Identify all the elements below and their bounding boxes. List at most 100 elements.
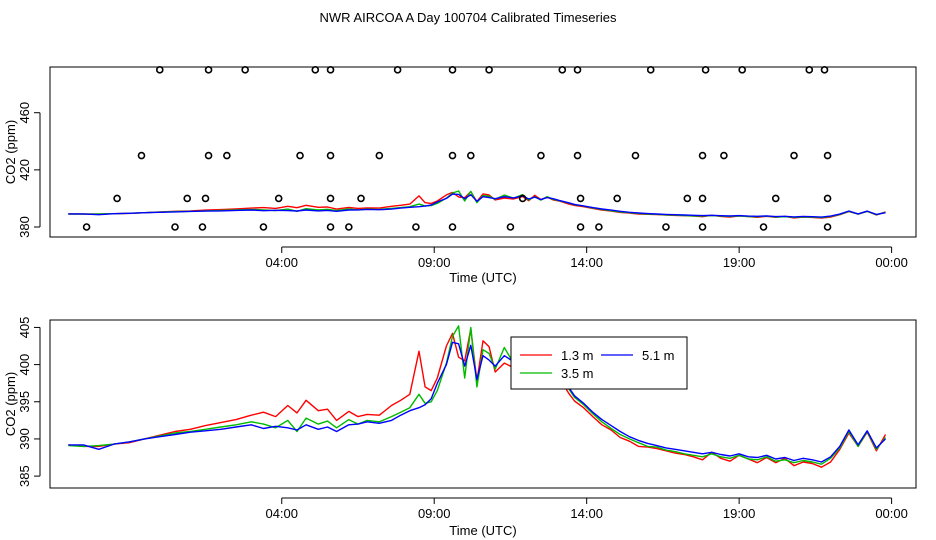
calibration-point bbox=[646, 66, 655, 74]
calibration-point bbox=[467, 151, 475, 160]
calibration-point bbox=[137, 151, 146, 160]
series-line-51m-bottom bbox=[68, 341, 886, 463]
calibration-point bbox=[204, 151, 213, 160]
calibration-point bbox=[823, 223, 832, 231]
calibration-point bbox=[198, 223, 207, 231]
x-tick-label-bottom: 09:00 bbox=[418, 506, 451, 521]
calibration-point bbox=[326, 151, 335, 160]
x-tick-label-top: 00:00 bbox=[875, 255, 908, 270]
calibration-point bbox=[823, 151, 832, 160]
calibration-point bbox=[357, 194, 365, 203]
y-tick-label-bottom: 400 bbox=[17, 354, 32, 376]
calibration-point bbox=[631, 151, 640, 160]
x-tick-label-bottom: 19:00 bbox=[723, 506, 756, 521]
y-tick-label-bottom: 395 bbox=[17, 391, 32, 413]
series-line-35m-top bbox=[68, 190, 886, 219]
plot-frame-bottom bbox=[49, 319, 917, 489]
calibration-point bbox=[790, 151, 798, 160]
calibration-point bbox=[375, 151, 384, 160]
series-line-51m-top bbox=[68, 193, 886, 218]
y-axis-label-bottom: CO2 (ppm) bbox=[3, 372, 18, 436]
calibration-point bbox=[223, 151, 231, 160]
calibration-point bbox=[595, 223, 603, 231]
calibration-point bbox=[506, 223, 515, 231]
x-tick-label-top: 14:00 bbox=[570, 255, 603, 270]
x-tick-label-top: 09:00 bbox=[418, 255, 451, 270]
calibration-point bbox=[805, 66, 814, 74]
legend-label-5-1m: 5.1 m bbox=[642, 348, 675, 363]
legend-box bbox=[510, 336, 688, 390]
calibration-point bbox=[204, 66, 213, 74]
x-tick-label-top: 19:00 bbox=[723, 255, 756, 270]
calibration-point bbox=[326, 194, 335, 203]
calibration-point bbox=[155, 66, 164, 74]
legend: 1.3 m 3.5 m 5.1 m bbox=[510, 336, 688, 390]
x-axis-label-bottom: Time (UTC) bbox=[449, 523, 516, 538]
calibration-point bbox=[738, 66, 746, 74]
y-tick-label-top: 460 bbox=[17, 102, 32, 124]
calibration-point bbox=[720, 151, 728, 160]
y-tick-label-top: 380 bbox=[17, 216, 32, 238]
x-axis-label-top: Time (UTC) bbox=[449, 270, 516, 285]
calibration-point bbox=[701, 66, 710, 74]
x-tick-label-bottom: 14:00 bbox=[570, 506, 603, 521]
y-axis-top: 380 420 460 bbox=[17, 102, 41, 238]
calibration-points bbox=[82, 66, 832, 231]
calibration-point bbox=[771, 194, 780, 203]
calibration-point bbox=[698, 223, 707, 231]
calibration-point bbox=[823, 194, 832, 203]
calibration-point bbox=[412, 223, 420, 231]
y-tick-label-bottom: 390 bbox=[17, 428, 32, 450]
series-line-13m-top bbox=[68, 190, 886, 219]
x-tick-label-top: 04:00 bbox=[265, 255, 298, 270]
plot-frame-top bbox=[49, 66, 917, 238]
calibration-point bbox=[576, 194, 585, 203]
calibration-point bbox=[820, 66, 829, 74]
calibration-point bbox=[259, 223, 268, 231]
calibration-point bbox=[296, 151, 304, 160]
panel-top: 04:00 09:00 14:00 19:00 00:00 380 420 460 Time… bbox=[3, 66, 917, 285]
calibration-point bbox=[448, 223, 457, 231]
calibration-point bbox=[558, 66, 567, 74]
calibration-point bbox=[326, 66, 335, 74]
calibration-point bbox=[201, 194, 210, 203]
series-line-13m-bottom bbox=[68, 328, 887, 468]
calibration-point bbox=[576, 223, 585, 231]
series-bottom bbox=[68, 325, 887, 468]
y-axis-label-top: CO2 (ppm) bbox=[3, 120, 18, 184]
y-tick-label-bottom: 405 bbox=[17, 317, 32, 339]
calibration-point bbox=[759, 223, 768, 231]
legend-label-3-5m: 3.5 m bbox=[561, 366, 594, 381]
calibration-point bbox=[448, 66, 457, 74]
calibration-point bbox=[241, 66, 249, 74]
calibration-point bbox=[613, 194, 621, 203]
panel-bottom: 04:00 09:00 14:00 19:00 00:00 385 390 395 400 40… bbox=[3, 317, 917, 538]
calibration-point bbox=[573, 66, 582, 74]
series-line-35m-bottom bbox=[68, 325, 887, 465]
x-tick-label-bottom: 04:00 bbox=[265, 506, 298, 521]
calibration-point bbox=[537, 151, 545, 160]
chart-title: NWR AIRCOA A Day 100704 Calibrated Times… bbox=[320, 10, 617, 25]
calibration-point bbox=[698, 194, 707, 203]
x-tick-label-bottom: 00:00 bbox=[875, 506, 908, 521]
legend-label-1-3m: 1.3 m bbox=[561, 348, 594, 363]
calibration-point bbox=[171, 223, 179, 231]
y-axis-bottom: 385 390 395 400 405 bbox=[17, 317, 41, 487]
calibration-point bbox=[393, 66, 402, 74]
calibration-point bbox=[183, 194, 192, 203]
calibration-point bbox=[326, 223, 335, 231]
calibration-point bbox=[683, 194, 692, 203]
calibration-point bbox=[573, 151, 582, 160]
series-top bbox=[68, 190, 886, 219]
calibration-point bbox=[698, 151, 707, 160]
x-axis-bottom: 04:00 09:00 14:00 19:00 00:00 bbox=[265, 497, 908, 521]
calibration-point bbox=[113, 194, 121, 203]
calibration-point bbox=[448, 151, 457, 160]
calibration-point bbox=[662, 223, 670, 231]
calibration-point bbox=[274, 194, 283, 203]
y-tick-label-bottom: 385 bbox=[17, 465, 32, 487]
x-axis-top: 04:00 09:00 14:00 19:00 00:00 bbox=[265, 246, 908, 270]
calibration-point bbox=[82, 223, 91, 231]
calibration-point bbox=[485, 66, 493, 74]
